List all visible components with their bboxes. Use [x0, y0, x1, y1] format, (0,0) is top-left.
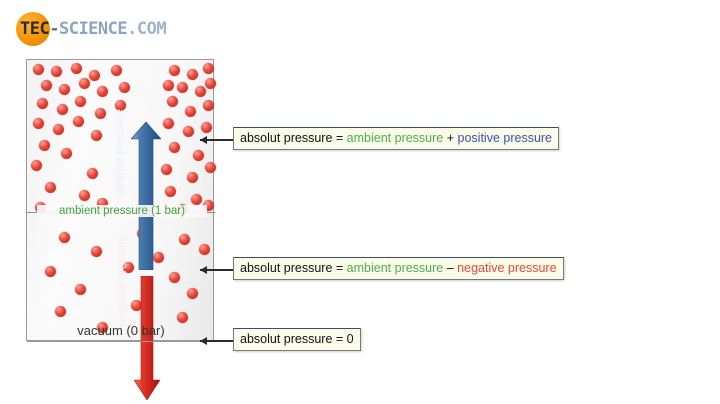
gas-molecule	[37, 98, 48, 109]
gas-molecule	[115, 100, 126, 111]
gas-molecule	[97, 198, 108, 209]
gas-molecule	[41, 80, 52, 91]
logo-orange-circle-icon	[16, 12, 50, 46]
gas-molecule	[39, 140, 50, 151]
gas-molecule	[199, 244, 210, 255]
equation-term: =	[335, 131, 347, 145]
gas-molecule	[59, 232, 70, 243]
equation-box-positive-pressure: absolut pressure = ambient pressure + po…	[233, 127, 560, 150]
equation-term: ambient pressure	[346, 261, 447, 275]
gas-molecule	[203, 200, 214, 211]
logo-text-tec: TEC	[20, 19, 50, 39]
gas-molecule	[45, 266, 56, 277]
equation-term: 0	[346, 332, 354, 346]
equation-box-negative-pressure: absolut pressure = ambient pressure – ne…	[233, 257, 564, 280]
gas-molecule	[61, 148, 72, 159]
gas-molecule	[97, 322, 108, 333]
logo-text-science: SCIENCE	[58, 19, 128, 39]
overpressure-region	[27, 60, 216, 215]
gas-molecule	[169, 65, 180, 76]
gas-molecule	[131, 300, 142, 311]
gas-molecule	[73, 116, 84, 127]
gas-molecule	[87, 168, 98, 179]
equation-term: absolut pressure	[240, 332, 336, 346]
gas-molecule	[33, 64, 44, 75]
gas-molecule	[33, 118, 44, 129]
leader-line-2	[200, 269, 233, 271]
logo-text-com: .COM	[127, 19, 167, 39]
gas-molecule	[59, 84, 70, 95]
gas-molecule	[187, 69, 198, 80]
leader-arrowhead-1	[200, 136, 207, 144]
gas-molecule	[179, 234, 190, 245]
gas-molecule	[97, 86, 108, 97]
logo-text-dash: -	[49, 19, 59, 39]
gas-molecule	[57, 104, 68, 115]
gas-molecule	[163, 118, 174, 129]
positive-pressure-label: positive pressure	[114, 109, 126, 196]
negative-pressure-label: negative pressure	[117, 234, 129, 326]
gas-molecule	[45, 182, 56, 193]
gas-molecule	[71, 63, 82, 74]
gas-molecule	[123, 262, 134, 273]
equation-term: =	[335, 261, 347, 275]
equation-term: +	[446, 131, 458, 145]
gas-molecule	[193, 150, 204, 161]
equation-term: ambient pressure	[346, 131, 447, 145]
gas-molecule	[187, 172, 198, 183]
gas-molecule	[79, 190, 90, 201]
leader-line-3	[200, 340, 233, 342]
gas-molecule	[91, 246, 102, 257]
equation-term: absolut pressure	[240, 261, 336, 275]
gas-molecule	[203, 63, 214, 74]
equation-term: negative pressure	[457, 261, 557, 275]
gas-molecule	[51, 66, 62, 77]
positive-pressure-arrow-icon	[131, 122, 161, 270]
gas-molecule	[195, 86, 206, 97]
leader-arrowhead-2	[200, 266, 207, 274]
equation-term: positive pressure	[457, 131, 553, 145]
gas-molecule	[75, 284, 86, 295]
gas-molecule	[205, 162, 216, 173]
gas-molecule	[167, 96, 178, 107]
gas-container: ambient pressure (1 bar) vacuum (0 bar)	[26, 59, 216, 400]
equation-term: –	[446, 261, 458, 275]
gas-molecule	[185, 106, 196, 117]
gas-molecule	[191, 194, 202, 205]
gas-molecule	[183, 126, 194, 137]
vacuum-line	[27, 341, 215, 342]
gas-molecule	[203, 100, 214, 111]
gas-molecule	[89, 70, 100, 81]
ambient-pressure-label: ambient pressure (1 bar)	[37, 205, 207, 217]
gas-molecule	[187, 288, 198, 299]
gas-molecule	[177, 312, 188, 323]
leader-arrowhead-3	[200, 337, 207, 345]
gas-molecule	[169, 142, 180, 153]
gas-molecule	[201, 122, 212, 133]
gas-molecule	[55, 306, 66, 317]
leader-line-1	[200, 139, 233, 141]
gas-molecule	[153, 252, 164, 263]
gas-molecule	[119, 82, 130, 93]
logo-wordmark: TEC-SCIENCE.COM	[20, 19, 167, 39]
gas-molecule	[31, 160, 42, 171]
gas-molecule	[205, 78, 216, 89]
gas-molecule	[169, 272, 180, 283]
site-logo: TEC-SCIENCE.COM	[10, 12, 210, 46]
vacuum-label: vacuum (0 bar)	[77, 323, 165, 338]
equation-box-vacuum: absolut pressure = 0	[233, 328, 361, 351]
gas-molecule	[75, 96, 86, 107]
equation-term: absolut pressure	[240, 131, 336, 145]
gas-molecule	[79, 78, 90, 89]
gas-molecule	[177, 82, 188, 93]
gas-molecule	[91, 130, 102, 141]
equation-term: =	[335, 332, 347, 346]
negative-pressure-arrow-icon	[134, 276, 160, 400]
gas-molecule	[111, 65, 122, 76]
gas-molecule	[163, 80, 174, 91]
gas-molecule	[165, 186, 176, 197]
gas-molecule	[95, 108, 106, 119]
gas-molecule	[161, 164, 172, 175]
gas-molecule	[53, 124, 64, 135]
